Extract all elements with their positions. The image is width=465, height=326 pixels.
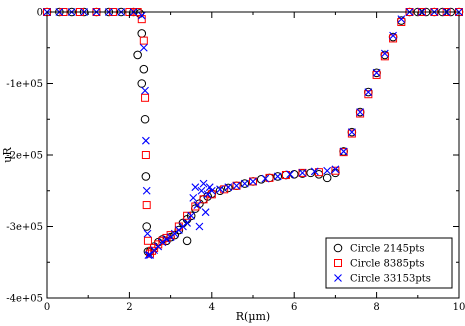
data-point [142, 222, 152, 231]
data-point [356, 109, 365, 118]
data-point [364, 90, 373, 99]
data-point [389, 31, 397, 40]
data-point [223, 183, 233, 193]
data-point [133, 50, 142, 60]
data-point [372, 70, 381, 79]
data-point [310, 167, 319, 176]
data-point [139, 36, 148, 45]
data-point [187, 211, 196, 220]
data-point [339, 148, 348, 157]
data-point [158, 238, 167, 247]
data-point [141, 172, 151, 181]
legend-label: Circle 8385pts [350, 259, 425, 270]
data-point [273, 172, 283, 181]
x-tick-label: 4 [209, 302, 215, 313]
data-point [249, 177, 257, 186]
data-point [197, 186, 206, 195]
x-axis-label: R(µm) [236, 310, 270, 323]
data-point [186, 211, 196, 221]
data-point [215, 186, 225, 196]
data-point [199, 195, 208, 204]
data-point [201, 208, 210, 217]
y-tick-label: -2e+05 [6, 151, 43, 162]
y-tick-label: 0 [37, 8, 43, 19]
legend-label: Circle 33153pts [350, 274, 431, 285]
data-point [141, 93, 150, 102]
data-point [195, 222, 204, 231]
data-point [240, 179, 250, 188]
data-point [139, 43, 148, 52]
x-tick-label: 0 [44, 302, 50, 313]
data-point [249, 177, 257, 186]
data-point [240, 179, 249, 188]
y-tick-label: -1e+05 [6, 79, 43, 90]
data-point [224, 183, 233, 192]
data-point [261, 174, 270, 183]
data-point [232, 181, 241, 190]
data-point [191, 183, 200, 192]
x-tick-label: 2 [126, 302, 132, 313]
data-point [141, 151, 150, 159]
data-point [142, 201, 151, 210]
data-point [139, 64, 149, 74]
data-point [380, 49, 389, 58]
data-point [207, 186, 216, 195]
data-point [397, 15, 406, 24]
data-point [298, 168, 307, 177]
data-point [166, 231, 175, 240]
data-point [205, 183, 214, 192]
data-point [286, 170, 294, 179]
data-point [323, 166, 332, 175]
data-point [273, 172, 282, 181]
data-point [322, 173, 332, 183]
axis-ticks: 0 2 4 6 8 10 0 -1e+05 -2e+05 -3e+05 -4e+05 [6, 8, 465, 314]
data-point [146, 251, 154, 259]
x-tick-label: 6 [291, 302, 297, 313]
data-point [137, 11, 146, 20]
data-point [142, 186, 151, 195]
data-point [199, 179, 208, 188]
legend-box [325, 237, 453, 289]
data-point [306, 168, 315, 178]
legend-label: Circle 2145pts [350, 244, 425, 255]
y-tick-label: -4e+05 [6, 294, 43, 305]
data-point [364, 88, 373, 96]
data-point [339, 147, 348, 156]
data-point [347, 129, 356, 138]
x-tick-label: 8 [373, 302, 379, 313]
data-point [298, 168, 307, 177]
data-point [183, 219, 191, 227]
data-point [216, 185, 224, 194]
data-point [143, 229, 152, 238]
y-tick-label: -3e+05 [6, 222, 43, 233]
data-point [331, 165, 340, 174]
data-point [347, 128, 356, 137]
legend-marker [333, 243, 343, 253]
data-point [162, 235, 171, 244]
legend: Circle 2145pts Circle 8385pts Circle 33153… [325, 237, 453, 289]
data-point [232, 181, 241, 190]
data-point [158, 236, 167, 245]
data-point [140, 114, 150, 124]
data-point [193, 201, 202, 209]
x-tick-label: 10 [453, 302, 465, 313]
data-point [182, 236, 192, 246]
series-3 [43, 8, 463, 259]
data-point [141, 86, 149, 95]
data-point [356, 108, 365, 116]
y-axis-label: uR [1, 147, 14, 163]
data-point [141, 136, 150, 145]
data-point [143, 236, 152, 245]
data-point [189, 194, 198, 202]
data-point [331, 166, 340, 175]
legend-marker [334, 274, 342, 282]
legend-marker [334, 259, 342, 267]
data-point [372, 68, 381, 77]
